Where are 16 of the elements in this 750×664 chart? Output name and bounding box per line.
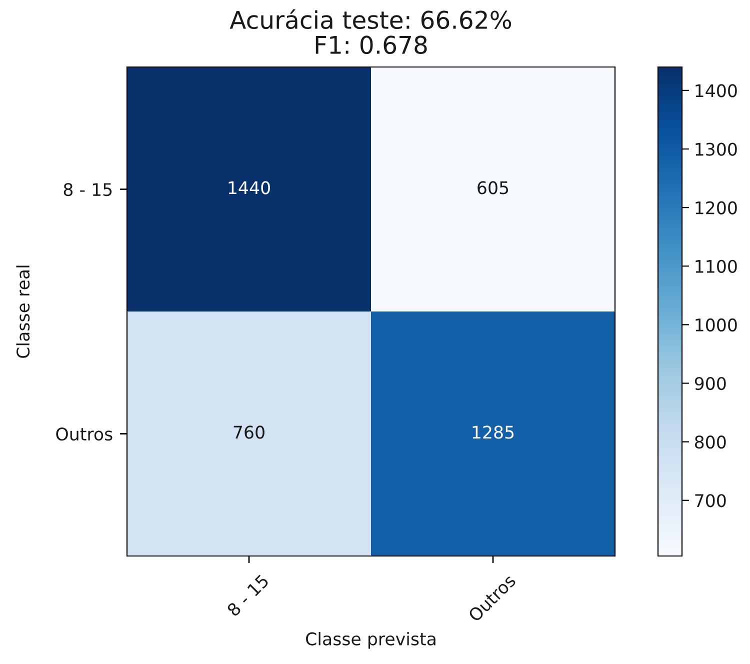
color-bar-label: 1100 (696, 260, 737, 273)
color-bar-label: 700 (695, 494, 726, 508)
data-label: 1440 (228, 181, 270, 194)
data-label: 1285 (472, 426, 514, 439)
chart-title: Acurácia teste: 66.62% (230, 9, 512, 30)
color-bar-label: 1200 (696, 201, 737, 214)
y-axis-title: Classe real (16, 266, 30, 358)
data-label: 605 (478, 181, 508, 194)
color-bar-label: 800 (694, 436, 726, 449)
x-axis-title: Classe prevista (306, 632, 436, 649)
chart-subtitle: F1: 0.678 (316, 36, 427, 54)
color-bar-label: 900 (694, 376, 726, 390)
data-label: 760 (234, 426, 264, 439)
color-bar-label: 1300 (696, 142, 737, 156)
color-bar-label: 1000 (696, 318, 737, 332)
color-bar-label: 1400 (696, 84, 737, 98)
